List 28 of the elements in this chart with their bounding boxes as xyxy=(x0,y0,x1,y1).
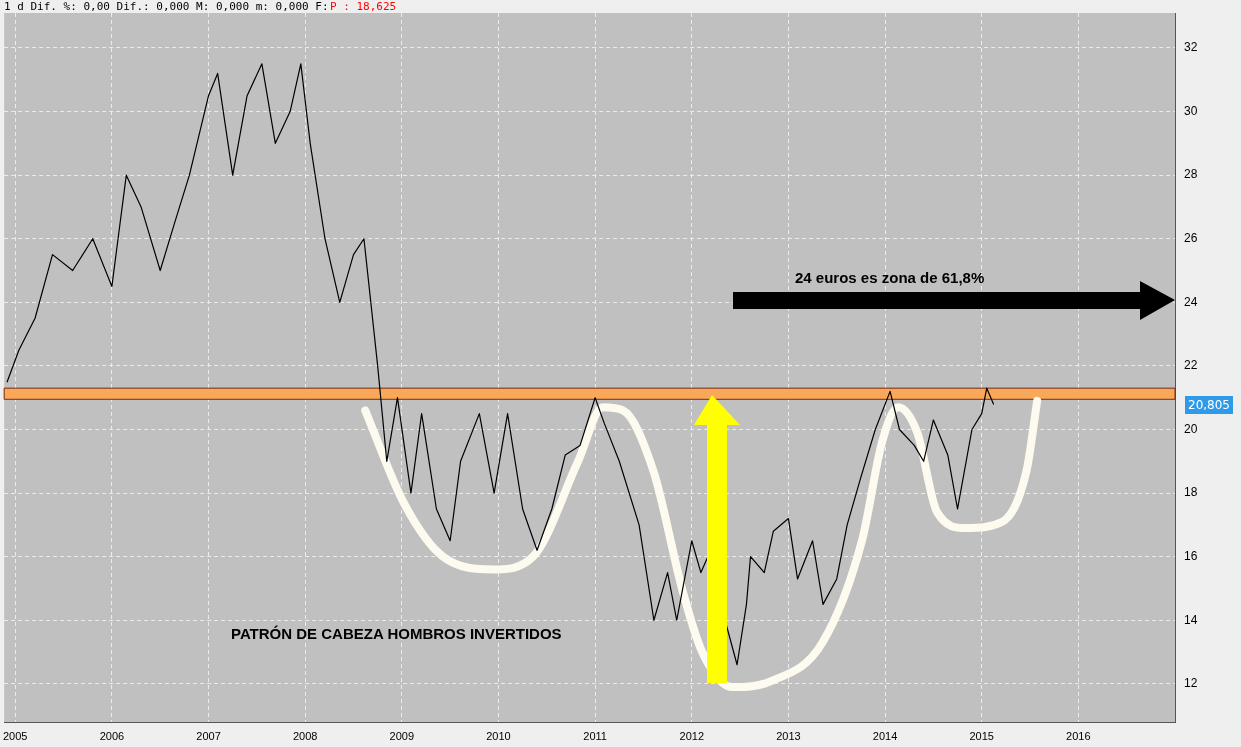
x-tick-label: 2016 xyxy=(1066,729,1091,742)
x-tick-label: 2007 xyxy=(196,729,221,742)
x-tick-label: 2005 xyxy=(2,729,28,742)
y-tick-label: 26 xyxy=(1184,231,1198,246)
x-tick-label: 2006 xyxy=(99,729,125,742)
x-tick-label: 2012 xyxy=(679,729,705,742)
annotation: P : 18,625 xyxy=(330,0,397,13)
y-tick-label: 12 xyxy=(1184,676,1198,691)
y-tick-label: 18 xyxy=(1184,485,1198,500)
y-tick-label: 22 xyxy=(1184,358,1198,373)
x-tick-label: 2015 xyxy=(969,729,994,742)
annotation: 1 d Dif. %: 0,00 Dif.: 0,000 M: 0,000 m: 0,000 F: xyxy=(4,0,329,13)
text: 20,805 xyxy=(1188,398,1230,412)
x-tick-label: 2010 xyxy=(486,729,511,742)
y-tick-label: 14 xyxy=(1184,612,1198,627)
y-tick-label: 32 xyxy=(1184,40,1198,55)
x-tick-label: 2011 xyxy=(583,729,607,742)
x-tick-label: 2009 xyxy=(389,729,415,742)
y-tick-label: 16 xyxy=(1184,548,1198,563)
annotation: 24 euros es zona de 61,8% xyxy=(795,269,985,286)
y-tick-label: 24 xyxy=(1184,294,1198,309)
y-tick-label: 28 xyxy=(1184,167,1198,182)
x-tick-label: 2014 xyxy=(872,729,898,742)
y-tick-label: 30 xyxy=(1184,103,1198,118)
annotation: PATRÓN DE CABEZA HOMBROS INVERTIDOS xyxy=(231,625,562,642)
x-tick-label: 2008 xyxy=(292,729,318,742)
y-tick-label: 20 xyxy=(1184,421,1198,436)
x-tick-label: 2013 xyxy=(776,729,801,742)
